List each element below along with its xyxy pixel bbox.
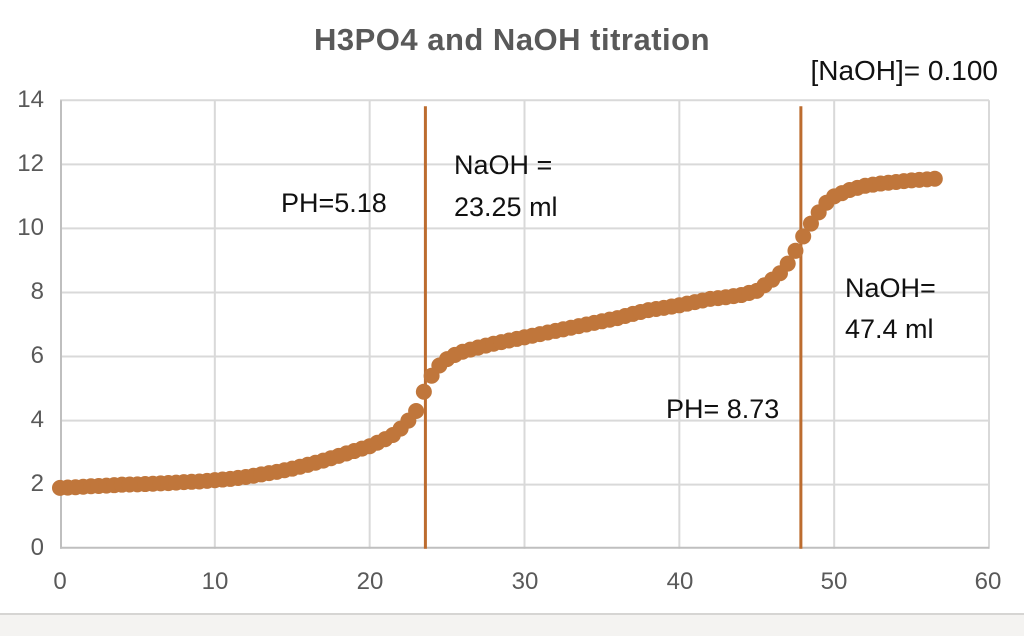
volume-annotation-first-equivalence: NaOH = 23.25 ml [454,144,558,228]
titration-curve [51,170,943,496]
window-bottom-edge [0,613,1024,636]
y-axis-tick-label: 2 [30,470,44,497]
y-axis-tick-label: 6 [30,342,44,369]
data-point [408,402,425,420]
x-axis-tick-label: 10 [201,568,229,595]
volume-annotation-second-equivalence: NaOH= 47.4 ml [845,268,936,350]
y-axis-tick-label: 4 [30,406,44,433]
x-axis-tick-label: 30 [511,568,539,595]
plot-area [51,99,991,549]
data-point [802,215,819,232]
gridlines [60,99,991,549]
ph-annotation-second-equivalence: PH= 8.73 [666,394,780,424]
volume-annotation-line2: 47.4 ml [845,314,934,344]
data-point [926,170,943,187]
x-axis-tick-label: 60 [974,568,1002,595]
chart-title: H3PO4 and NaOH titration [313,22,711,57]
volume-annotation-line1: NaOH= [845,273,936,303]
data-point [787,242,804,259]
x-axis-tick-label: 50 [820,568,848,595]
y-axis-tick-label: 8 [30,278,44,305]
data-point [415,383,432,400]
x-axis-tick-label: 40 [666,568,694,595]
y-axis-tick-label: 12 [17,150,44,177]
x-axis-tick-label: 20 [356,568,384,595]
ph-annotation-first-equivalence: PH=5.18 [281,188,387,218]
data-point [779,255,796,272]
titration-plot [51,99,991,549]
x-axis-tick-label: 0 [53,568,67,595]
naoh-concentration-label: [NaOH]= 0.100 [810,55,998,86]
volume-annotation-line1: NaOH = [454,150,553,180]
axis-lines [60,100,989,549]
data-point [795,228,812,245]
y-axis-tick-label: 0 [30,534,44,561]
volume-annotation-line2: 23.25 ml [454,192,558,222]
y-axis-tick-label: 10 [17,214,44,241]
y-axis-tick-label: 14 [17,86,44,113]
